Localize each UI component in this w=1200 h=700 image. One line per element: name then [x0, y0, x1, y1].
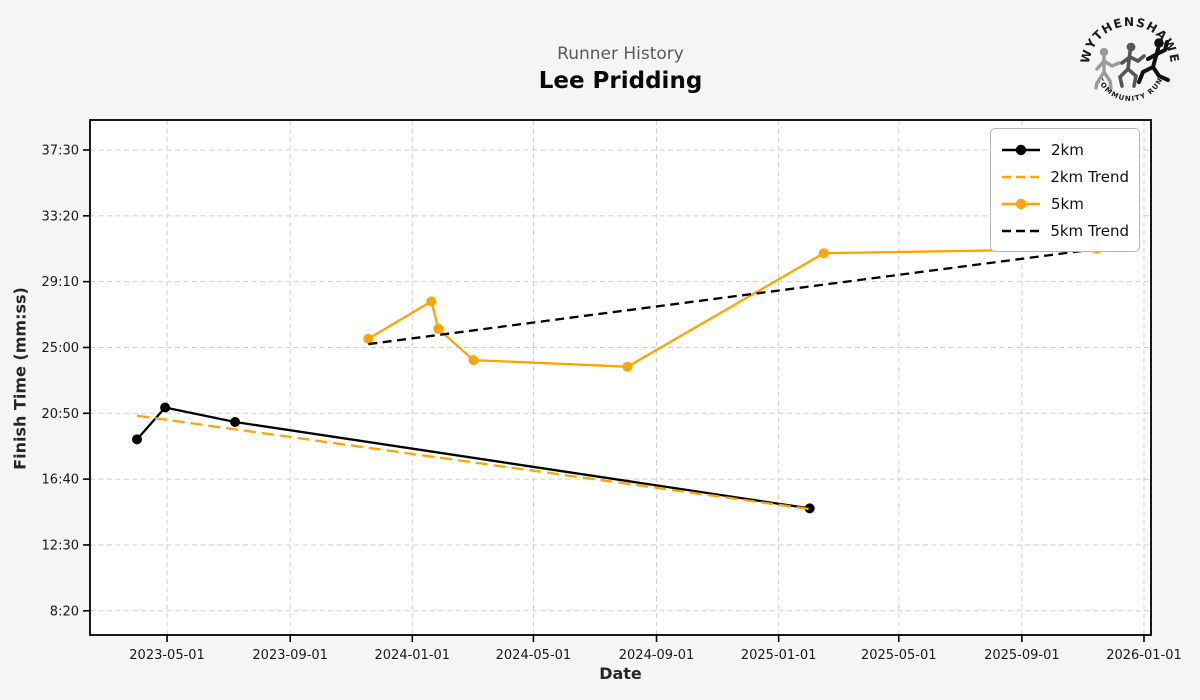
x-tick-label: 2025-05-01 — [861, 648, 937, 663]
legend-item-5km: 5km — [1000, 190, 1129, 217]
club-logo: WYTHENSHAWE COMMUNITY RUN — [1080, 15, 1180, 103]
legend-label: 2km Trend — [1050, 167, 1129, 186]
series-line-2km — [136, 406, 810, 510]
legend-label: 5km Trend — [1050, 221, 1129, 240]
runner-walking-icon — [1094, 47, 1121, 90]
y-tick-label: 33:20 — [42, 209, 79, 224]
x-tick-label: 2024-01-01 — [375, 648, 451, 663]
data-point-5km — [363, 333, 374, 344]
data-point-2km — [132, 434, 142, 445]
x-axis-label: Date — [599, 664, 642, 683]
legend-swatch — [1002, 144, 1040, 155]
plot-area — [90, 120, 1151, 635]
x-tick-label: 2023-09-01 — [252, 648, 328, 663]
plot-border — [89, 119, 1152, 636]
series-line-2km-trend — [136, 414, 810, 511]
x-tick-label: 2025-09-01 — [984, 648, 1060, 663]
x-tick-label: 2025-01-01 — [741, 648, 817, 663]
y-tick-label: 25:00 — [42, 341, 79, 356]
y-tick-label: 37:30 — [42, 144, 79, 159]
data-point-2km — [804, 503, 815, 514]
y-tick-label: 8:20 — [50, 604, 79, 619]
runner-sprinting-icon — [1137, 38, 1170, 84]
data-point-5km — [622, 361, 633, 372]
series-line-5km-trend — [368, 247, 1098, 346]
y-axis-label: Finish Time (mm:ss) — [10, 287, 30, 470]
data-point-2km — [160, 402, 171, 413]
data-point-2km — [230, 417, 241, 427]
legend-swatch — [1002, 198, 1040, 209]
legend-label: 5km — [1051, 194, 1084, 213]
y-tick-label: 16:40 — [42, 473, 79, 488]
data-point-5km — [433, 323, 444, 334]
x-tick-label: 2023-05-01 — [129, 648, 205, 663]
legend-item-2km: 2km — [1000, 136, 1129, 163]
y-tick-label: 20:50 — [42, 407, 79, 422]
legend-swatch — [1002, 229, 1040, 232]
data-point-5km — [818, 248, 829, 259]
data-point-5km — [468, 355, 479, 366]
x-tick-label: 2026-01-01 — [1106, 648, 1182, 663]
x-tick-label: 2024-09-01 — [619, 648, 695, 663]
data-point-5km — [426, 296, 437, 307]
runner-jogging-icon — [1118, 42, 1146, 88]
y-tick-label: 12:30 — [42, 538, 79, 553]
chart-legend: 2km 2km Trend 5km 5km Trend — [990, 128, 1140, 252]
legend-item-5km-trend: 5km Trend — [1000, 217, 1129, 244]
legend-swatch — [1002, 175, 1040, 178]
y-tick-label: 29:10 — [42, 275, 79, 290]
legend-label: 2km — [1051, 140, 1084, 159]
x-tick-label: 2024-05-01 — [496, 648, 572, 663]
legend-item-2km-trend: 2km Trend — [1000, 163, 1129, 190]
